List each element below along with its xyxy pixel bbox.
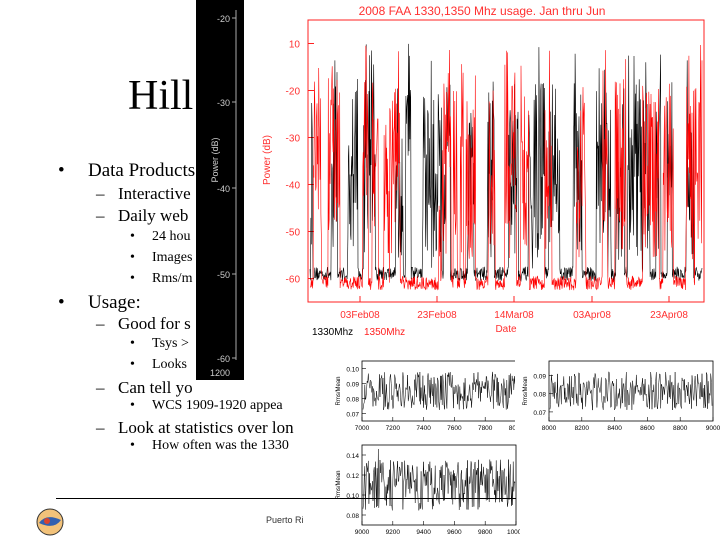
- y-axis-label: Power (dB): [262, 135, 273, 185]
- bullet-marker: •: [58, 160, 65, 181]
- bullet-text: 24 hou: [152, 229, 191, 244]
- bullet-text: Daily web: [118, 206, 189, 225]
- plot-frame: [307, 19, 705, 303]
- y-tick-label: -60: [286, 275, 301, 286]
- dark-y-tick-label: -60: [217, 354, 230, 364]
- bullet-marker: –: [96, 418, 105, 437]
- x-tick-label: 23Apr08: [650, 310, 688, 321]
- y-tick-label: -20: [286, 87, 301, 98]
- rms-x-tick-label: 8800: [673, 425, 688, 432]
- rms-x-tick-label: 9000: [706, 425, 720, 432]
- rms-y-tick-label: 0.10: [346, 367, 359, 374]
- rms-y-axis-label: Rms/Mean: [336, 470, 342, 499]
- y-tick-label: 10: [289, 40, 301, 51]
- rms-chart-2: 0.09 0.08 0.07 8000 8200 8400 8600 8800 9000 Rms/…: [515, 355, 720, 437]
- bullet-text: Usage:: [88, 292, 141, 313]
- rms-frame: [361, 444, 517, 526]
- rms-x-tick-label: 9800: [478, 529, 493, 536]
- x-tick-label: 03Apr08: [573, 310, 611, 321]
- dark-y-tick-label: -40: [217, 184, 230, 194]
- x-tick-label: 23Feb08: [417, 310, 457, 321]
- dark-y-tick-label: -50: [217, 270, 230, 280]
- rms-x-tick-label: 8600: [640, 425, 655, 432]
- bullet-marker: •: [130, 250, 135, 265]
- legend-1350: 1350Mhz: [364, 327, 405, 338]
- bullet-marker: •: [58, 292, 65, 313]
- rms-y-tick-label: 0.09: [346, 382, 359, 389]
- bullet-marker: •: [130, 398, 135, 413]
- rms-x-tick-label: 7800: [478, 425, 493, 432]
- rms-x-tick-label: 8200: [575, 425, 590, 432]
- usage-chart: 2008 FAA 1330,1350 Mhz usage. Jan thru J…: [242, 0, 720, 338]
- rms-x-tick-label: 7000: [355, 425, 370, 432]
- bullet-text: How often was the 1330: [152, 438, 289, 453]
- bullet-text: Can tell yo: [118, 378, 193, 397]
- rms-x-tick-label: 9200: [386, 529, 401, 536]
- slide-title: Hill: [128, 73, 194, 119]
- y-tick-label: -50: [286, 228, 301, 239]
- x-tick-label: 14Mar08: [494, 310, 534, 321]
- bullet-text: Looks: [152, 357, 187, 372]
- rms-y-tick-label: 0.08: [346, 513, 359, 520]
- rms-x-tick-label: 7600: [447, 425, 462, 432]
- bullet-text: Images: [152, 250, 193, 265]
- rms-x-tick-label: 7200: [386, 425, 401, 432]
- rms-y-tick-label: 0.08: [533, 392, 546, 399]
- series-1330-line: [309, 43, 703, 282]
- bullet-marker: •: [130, 336, 135, 351]
- rms-y-tick-label: 0.12: [346, 473, 359, 480]
- bullet-text: Look at statistics over lon: [118, 418, 294, 437]
- rms-y-axis-label: Rms/Mean: [523, 376, 529, 405]
- dark-y-tick-label: -30: [217, 98, 230, 108]
- rms-x-tick-label: 7400: [416, 425, 431, 432]
- bullet-text: Rms/m: [152, 271, 193, 286]
- rms-x-tick-label: 8000: [542, 425, 557, 432]
- bullet-text: Data Products: [88, 160, 196, 181]
- rms-x-tick-label: 9000: [355, 529, 370, 536]
- rms-chart-1: 0.100.090.080.07700072007400760078008000…: [330, 355, 522, 437]
- footer-text: Puerto Ri: [266, 515, 304, 525]
- bullet-marker: –: [96, 206, 105, 225]
- bullet-marker: •: [130, 229, 135, 244]
- bullet-text: Interactive: [118, 184, 191, 203]
- rms-x-tick-label: 9600: [447, 529, 462, 536]
- x-tick-label: 03Feb08: [340, 310, 380, 321]
- dark-power-chart: -20 -30 -40 -50 -60 Power (dB) 1200: [196, 0, 244, 380]
- bullet-marker: –: [96, 184, 105, 203]
- rms-y-tick-label: 0.14: [346, 453, 359, 460]
- rms-x-tick-label: 10000: [507, 529, 520, 536]
- rms-y-tick-label: 0.08: [346, 397, 359, 404]
- x-axis-label: Date: [495, 324, 517, 335]
- legend-1330: 1330Mhz: [312, 327, 353, 338]
- rms-y-tick-label: 0.09: [533, 374, 546, 381]
- rms-y-tick-label: 0.10: [346, 493, 359, 500]
- bullet-marker: •: [130, 357, 135, 372]
- series-1350-line: [309, 44, 703, 291]
- y-tick-label: -30: [286, 134, 301, 145]
- dark-y-axis-label: Power (dB): [210, 137, 220, 182]
- y-tick-label: -40: [286, 181, 301, 192]
- rms-line: [362, 371, 516, 411]
- rms-chart-3: 0.14 0.12 0.10 0.08 9000 9200 9400 9600 9800 1000…: [330, 437, 520, 540]
- rms-y-axis-label: Rms/Mean: [336, 376, 342, 405]
- rms-y-tick-label: 0.07: [346, 412, 359, 419]
- rms-x-tick-label: 8400: [607, 425, 622, 432]
- bullet-text: Good for s: [118, 314, 191, 333]
- bullet-text: Tsys >: [152, 336, 189, 351]
- rms-line: [362, 448, 516, 511]
- rms-x-tick-label: 9400: [416, 529, 431, 536]
- dark-y-tick-label: -20: [217, 14, 230, 24]
- rms-line: [549, 371, 713, 411]
- bullet-marker: •: [130, 438, 135, 453]
- chart-title: 2008 FAA 1330,1350 Mhz usage. Jan thru J…: [359, 4, 606, 18]
- bullet-marker: –: [96, 378, 105, 397]
- rms-frame: [548, 360, 714, 422]
- bullet-marker: •: [130, 271, 135, 286]
- observatory-logo: [36, 508, 64, 536]
- dark-x-tick-label: 1200: [210, 368, 230, 378]
- bullet-text: WCS 1909-1920 appea: [152, 398, 283, 413]
- bullet-marker: –: [96, 314, 105, 333]
- footer-rule: [56, 498, 516, 499]
- rms-y-tick-label: 0.07: [533, 410, 546, 417]
